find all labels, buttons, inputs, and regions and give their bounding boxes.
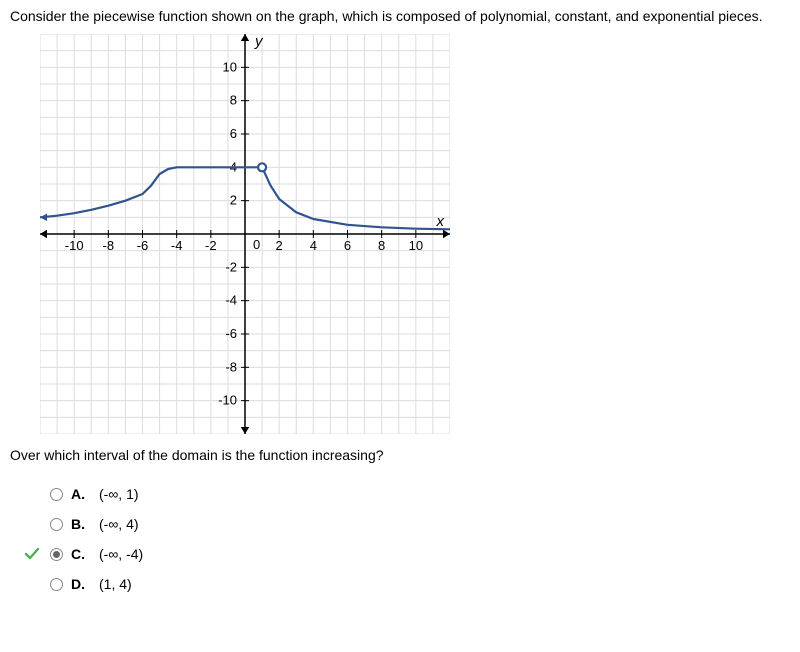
svg-text:-2: -2 [225,259,237,274]
followup-text: Over which interval of the domain is the… [10,447,790,463]
answer-letter: A. [71,486,91,502]
svg-text:-2: -2 [205,238,217,253]
graph-container: -10-8-6-4-20246810-10-8-6-4-2246810xy [40,34,790,437]
svg-text:10: 10 [409,238,423,253]
answer-radio[interactable] [50,488,63,501]
svg-text:-10: -10 [218,393,237,408]
svg-text:6: 6 [230,126,237,141]
answer-list: A. (-∞, 1) B. (-∞, 4) C. (-∞, -4) D. (1, 4) [24,479,790,599]
svg-text:-4: -4 [171,238,183,253]
answer-option[interactable]: B. (-∞, 4) [24,509,790,539]
svg-text:10: 10 [223,59,237,74]
svg-text:8: 8 [378,238,385,253]
answer-option[interactable]: D. (1, 4) [24,569,790,599]
answer-text: (1, 4) [99,576,132,592]
answer-letter: C. [71,546,91,562]
answer-option[interactable]: C. (-∞, -4) [24,539,790,569]
svg-text:2: 2 [276,238,283,253]
svg-text:x: x [436,213,445,230]
answer-letter: D. [71,576,91,592]
svg-text:-6: -6 [225,326,237,341]
answer-radio[interactable] [50,548,63,561]
piecewise-graph: -10-8-6-4-20246810-10-8-6-4-2246810xy [40,34,450,434]
svg-text:2: 2 [230,193,237,208]
correct-check-icon [24,546,42,562]
svg-text:-10: -10 [65,238,84,253]
svg-text:4: 4 [310,238,317,253]
question-text: Consider the piecewise function shown on… [10,8,790,24]
svg-text:-8: -8 [225,359,237,374]
answer-letter: B. [71,516,91,532]
svg-text:-8: -8 [103,238,115,253]
answer-text: (-∞, 4) [99,516,139,532]
answer-radio[interactable] [50,578,63,591]
answer-text: (-∞, 1) [99,486,139,502]
answer-radio[interactable] [50,518,63,531]
svg-text:-4: -4 [225,293,237,308]
svg-text:-6: -6 [137,238,149,253]
answer-text: (-∞, -4) [99,546,143,562]
svg-text:0: 0 [253,237,260,252]
answer-option[interactable]: A. (-∞, 1) [24,479,790,509]
svg-text:8: 8 [230,93,237,108]
svg-text:6: 6 [344,238,351,253]
